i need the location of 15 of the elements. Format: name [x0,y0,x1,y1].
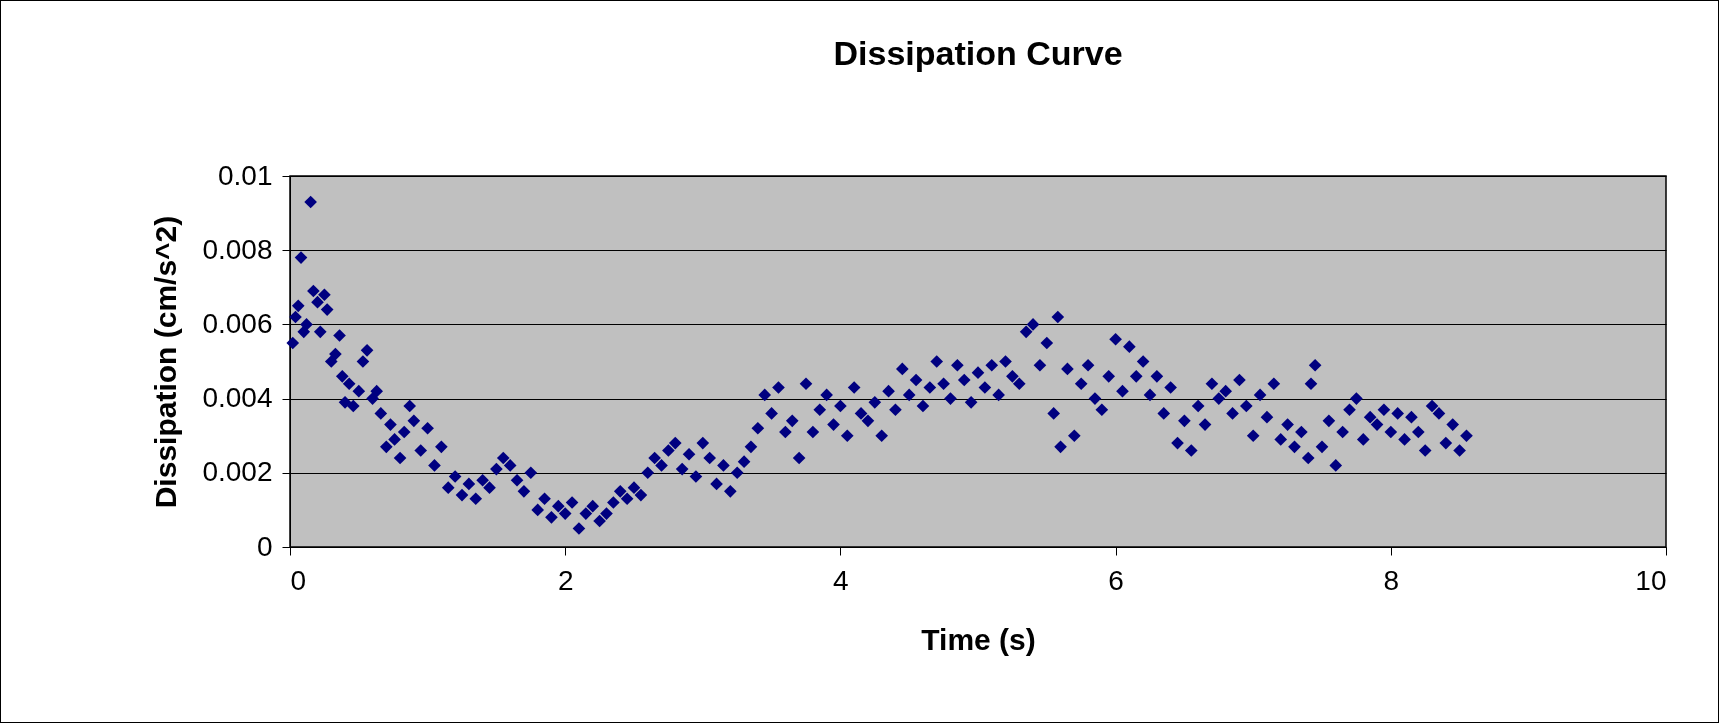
y-tick-label: 0 [256,530,273,562]
y-tick-label: 0.008 [202,233,273,265]
y-axis-title: Dissipation (cm/s^2) [149,215,183,509]
x-tick-label: 0 [290,564,307,596]
x-tick-label: 4 [833,564,849,596]
y-tick-label: 0.01 [218,159,273,191]
x-tick-label: 2 [557,564,574,596]
chart-title: Dissipation Curve [833,34,1123,72]
x-tick-label: 8 [1383,564,1400,596]
y-tick-label: 0.006 [202,307,273,339]
x-tick-label: 10 [1635,564,1667,596]
y-tick-label: 0.004 [202,382,273,414]
x-tick-label: 6 [1108,564,1124,596]
x-axis-title: Time (s) [921,622,1036,656]
y-tick-label: 0.002 [202,456,273,488]
